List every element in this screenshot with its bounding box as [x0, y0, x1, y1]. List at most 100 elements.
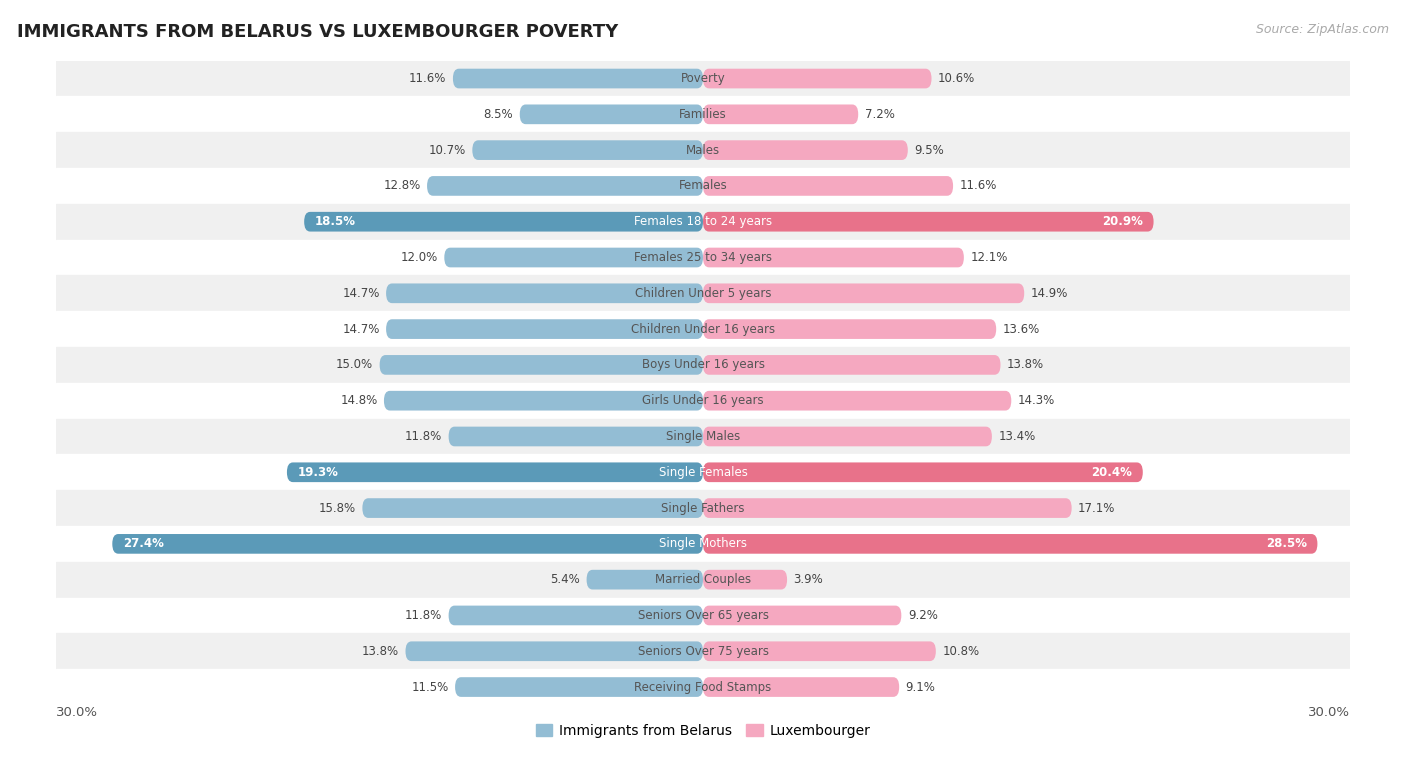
- FancyBboxPatch shape: [703, 176, 953, 196]
- Text: 28.5%: 28.5%: [1265, 537, 1306, 550]
- Text: Females 25 to 34 years: Females 25 to 34 years: [634, 251, 772, 264]
- Text: 17.1%: 17.1%: [1078, 502, 1115, 515]
- Text: 15.8%: 15.8%: [319, 502, 356, 515]
- FancyBboxPatch shape: [703, 69, 932, 89]
- Text: 13.8%: 13.8%: [361, 645, 399, 658]
- Text: 12.0%: 12.0%: [401, 251, 437, 264]
- Bar: [56, 454, 1350, 490]
- FancyBboxPatch shape: [703, 140, 908, 160]
- Text: 13.4%: 13.4%: [998, 430, 1036, 443]
- Text: Children Under 5 years: Children Under 5 years: [634, 287, 772, 300]
- FancyBboxPatch shape: [703, 391, 1011, 411]
- Bar: [56, 669, 1350, 705]
- Text: 18.5%: 18.5%: [315, 215, 356, 228]
- Text: 30.0%: 30.0%: [56, 706, 98, 719]
- Text: 13.6%: 13.6%: [1002, 323, 1040, 336]
- FancyBboxPatch shape: [427, 176, 703, 196]
- FancyBboxPatch shape: [703, 319, 997, 339]
- Bar: [56, 275, 1350, 312]
- Text: 7.2%: 7.2%: [865, 108, 894, 121]
- Text: 9.1%: 9.1%: [905, 681, 935, 694]
- Text: 20.9%: 20.9%: [1102, 215, 1143, 228]
- Text: 11.6%: 11.6%: [409, 72, 447, 85]
- FancyBboxPatch shape: [112, 534, 703, 553]
- Text: 15.0%: 15.0%: [336, 359, 373, 371]
- Text: Receiving Food Stamps: Receiving Food Stamps: [634, 681, 772, 694]
- Text: Females 18 to 24 years: Females 18 to 24 years: [634, 215, 772, 228]
- FancyBboxPatch shape: [703, 355, 1001, 374]
- Text: Married Couples: Married Couples: [655, 573, 751, 586]
- Text: Boys Under 16 years: Boys Under 16 years: [641, 359, 765, 371]
- FancyBboxPatch shape: [520, 105, 703, 124]
- Text: 10.6%: 10.6%: [938, 72, 976, 85]
- Text: 14.7%: 14.7%: [342, 287, 380, 300]
- Text: 5.4%: 5.4%: [550, 573, 581, 586]
- FancyBboxPatch shape: [703, 248, 965, 268]
- FancyBboxPatch shape: [449, 427, 703, 446]
- Bar: [56, 240, 1350, 275]
- Bar: [56, 132, 1350, 168]
- Bar: [56, 347, 1350, 383]
- Text: 3.9%: 3.9%: [793, 573, 824, 586]
- Text: 20.4%: 20.4%: [1091, 465, 1132, 479]
- Text: 11.8%: 11.8%: [405, 430, 441, 443]
- Text: Females: Females: [679, 180, 727, 193]
- FancyBboxPatch shape: [287, 462, 703, 482]
- Bar: [56, 383, 1350, 418]
- Text: Seniors Over 75 years: Seniors Over 75 years: [637, 645, 769, 658]
- Legend: Immigrants from Belarus, Luxembourger: Immigrants from Belarus, Luxembourger: [530, 718, 876, 743]
- FancyBboxPatch shape: [304, 212, 703, 231]
- FancyBboxPatch shape: [703, 641, 936, 661]
- Bar: [56, 634, 1350, 669]
- Text: 11.8%: 11.8%: [405, 609, 441, 622]
- Text: IMMIGRANTS FROM BELARUS VS LUXEMBOURGER POVERTY: IMMIGRANTS FROM BELARUS VS LUXEMBOURGER …: [17, 23, 619, 41]
- FancyBboxPatch shape: [703, 570, 787, 590]
- FancyBboxPatch shape: [405, 641, 703, 661]
- FancyBboxPatch shape: [472, 140, 703, 160]
- Text: 13.8%: 13.8%: [1007, 359, 1045, 371]
- FancyBboxPatch shape: [703, 212, 1153, 231]
- FancyBboxPatch shape: [703, 498, 1071, 518]
- FancyBboxPatch shape: [363, 498, 703, 518]
- FancyBboxPatch shape: [703, 534, 1317, 553]
- Bar: [56, 597, 1350, 634]
- Bar: [56, 96, 1350, 132]
- Text: 10.8%: 10.8%: [942, 645, 980, 658]
- Text: 12.8%: 12.8%: [384, 180, 420, 193]
- FancyBboxPatch shape: [384, 391, 703, 411]
- Text: Seniors Over 65 years: Seniors Over 65 years: [637, 609, 769, 622]
- Text: 14.8%: 14.8%: [340, 394, 377, 407]
- Text: Males: Males: [686, 143, 720, 157]
- FancyBboxPatch shape: [703, 677, 900, 697]
- Text: 19.3%: 19.3%: [298, 465, 339, 479]
- Bar: [56, 562, 1350, 597]
- FancyBboxPatch shape: [387, 283, 703, 303]
- Text: Girls Under 16 years: Girls Under 16 years: [643, 394, 763, 407]
- Text: 14.3%: 14.3%: [1018, 394, 1054, 407]
- FancyBboxPatch shape: [453, 69, 703, 89]
- Text: Source: ZipAtlas.com: Source: ZipAtlas.com: [1256, 23, 1389, 36]
- Text: Poverty: Poverty: [681, 72, 725, 85]
- FancyBboxPatch shape: [703, 427, 991, 446]
- Text: 27.4%: 27.4%: [124, 537, 165, 550]
- FancyBboxPatch shape: [586, 570, 703, 590]
- Text: Families: Families: [679, 108, 727, 121]
- FancyBboxPatch shape: [444, 248, 703, 268]
- FancyBboxPatch shape: [380, 355, 703, 374]
- Text: 14.7%: 14.7%: [342, 323, 380, 336]
- Text: Single Mothers: Single Mothers: [659, 537, 747, 550]
- FancyBboxPatch shape: [703, 283, 1024, 303]
- Bar: [56, 526, 1350, 562]
- FancyBboxPatch shape: [703, 462, 1143, 482]
- Text: Single Males: Single Males: [666, 430, 740, 443]
- Bar: [56, 312, 1350, 347]
- Text: Single Fathers: Single Fathers: [661, 502, 745, 515]
- Text: 9.2%: 9.2%: [908, 609, 938, 622]
- Text: 11.6%: 11.6%: [959, 180, 997, 193]
- Bar: [56, 418, 1350, 454]
- Text: 8.5%: 8.5%: [484, 108, 513, 121]
- Text: 10.7%: 10.7%: [429, 143, 465, 157]
- Text: 14.9%: 14.9%: [1031, 287, 1069, 300]
- FancyBboxPatch shape: [456, 677, 703, 697]
- Text: Children Under 16 years: Children Under 16 years: [631, 323, 775, 336]
